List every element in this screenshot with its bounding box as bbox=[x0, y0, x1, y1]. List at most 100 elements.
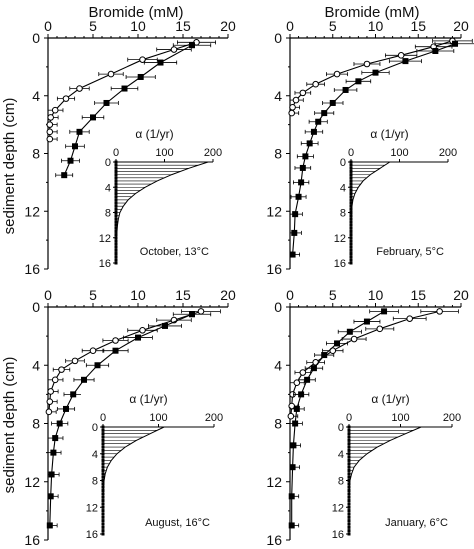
inset-y-tick-label: 4 bbox=[338, 449, 344, 461]
inset-point bbox=[349, 185, 353, 189]
inset-y-tick-label: 4 bbox=[105, 182, 111, 194]
y-tick-label: 16 bbox=[266, 261, 282, 277]
x-tick-label: 10 bbox=[368, 18, 384, 34]
inset-point bbox=[347, 462, 351, 466]
data-point-filled-square bbox=[52, 435, 59, 442]
data-point-open-circle bbox=[312, 80, 319, 88]
inset-point bbox=[114, 195, 118, 199]
inset-point bbox=[114, 179, 118, 183]
panel-caption: January, 6°C bbox=[385, 517, 448, 529]
inset-y-tick-label: 12 bbox=[86, 502, 98, 514]
data-point-filled-square bbox=[302, 153, 309, 160]
data-point-filled-square bbox=[363, 318, 370, 325]
data-point-filled-square bbox=[298, 391, 305, 398]
inset-point bbox=[349, 204, 353, 208]
inset-point bbox=[349, 163, 353, 167]
y-tick-label: 16 bbox=[24, 532, 40, 548]
inset-point bbox=[349, 160, 353, 164]
inset-point bbox=[114, 207, 118, 211]
data-point-filled-square bbox=[47, 493, 54, 500]
inset-point bbox=[349, 188, 353, 192]
data-point-open-circle bbox=[139, 56, 146, 63]
data-point-filled-square bbox=[292, 211, 299, 218]
inset-point bbox=[349, 195, 353, 199]
inset-point bbox=[347, 465, 351, 469]
data-point-filled-square bbox=[293, 405, 300, 412]
inset-point bbox=[347, 448, 351, 452]
data-point-open-circle bbox=[107, 70, 115, 78]
inset-point bbox=[101, 465, 105, 469]
inset-x-tick-label: 100 bbox=[149, 412, 167, 424]
y-tick-label: 4 bbox=[274, 357, 282, 373]
upper-y-axis-label: sediment depth (cm) bbox=[1, 98, 18, 235]
inset-y-tick-label: 12 bbox=[99, 233, 111, 245]
inset-point bbox=[101, 455, 105, 459]
y-tick-label: 4 bbox=[274, 88, 282, 104]
data-point-open-circle bbox=[71, 357, 79, 365]
y-tick-label: 0 bbox=[274, 30, 282, 46]
inset-point bbox=[101, 432, 105, 436]
data-point-filled-square bbox=[137, 73, 144, 80]
inset-point bbox=[347, 435, 351, 439]
x-tick-label: 20 bbox=[220, 18, 236, 34]
x-tick-label: 10 bbox=[130, 287, 146, 303]
data-point-filled-square bbox=[61, 172, 68, 179]
inset-point bbox=[347, 428, 351, 432]
y-tick-label: 8 bbox=[274, 146, 282, 162]
data-point-open-circle bbox=[376, 325, 384, 333]
data-point-open-circle bbox=[51, 376, 59, 384]
data-point-filled-square bbox=[90, 114, 96, 121]
x-tick-label: 20 bbox=[453, 287, 469, 303]
inset-point bbox=[101, 452, 105, 456]
data-point-filled-square bbox=[372, 69, 379, 76]
data-point-filled-square bbox=[189, 42, 195, 49]
x-tick-label: 20 bbox=[220, 287, 236, 303]
x-tick-label: 15 bbox=[175, 287, 191, 303]
inset-point bbox=[101, 482, 105, 486]
data-point-filled-square bbox=[289, 464, 296, 471]
inset-alpha-profile bbox=[350, 161, 391, 263]
data-point-filled-square bbox=[306, 140, 313, 147]
data-point-open-circle bbox=[46, 128, 54, 136]
inset-point bbox=[347, 442, 351, 446]
inset-point bbox=[349, 182, 353, 186]
inset-point bbox=[114, 169, 118, 173]
data-point-filled-square bbox=[304, 376, 311, 383]
inset-point bbox=[347, 452, 351, 456]
inset-x-axis-label: α (1/yr) bbox=[370, 127, 408, 141]
inset-point bbox=[347, 445, 351, 449]
data-point-open-circle bbox=[397, 52, 405, 59]
inset-point bbox=[347, 458, 351, 462]
data-point-open-circle bbox=[292, 96, 300, 104]
inset-y-tick-label: 8 bbox=[105, 208, 111, 220]
inset-point bbox=[114, 160, 118, 164]
inset-point bbox=[349, 192, 353, 196]
inset-alpha-profile bbox=[102, 426, 165, 534]
data-point-filled-square bbox=[402, 58, 409, 65]
x-tick-label: 5 bbox=[329, 287, 337, 303]
x-tick-label: 0 bbox=[286, 287, 294, 303]
x-tick-label: 10 bbox=[130, 18, 146, 34]
inset-point bbox=[101, 442, 105, 446]
inset-point bbox=[101, 472, 105, 476]
data-point-filled-square bbox=[315, 118, 322, 125]
inset-point bbox=[114, 176, 118, 180]
inset-point bbox=[114, 211, 118, 214]
data-point-open-circle bbox=[299, 89, 307, 97]
data-point-open-circle bbox=[350, 335, 358, 343]
inset-y-tick-label: 4 bbox=[340, 182, 346, 194]
top-left-x-axis-label: Bromide (mM) bbox=[88, 4, 183, 21]
x-tick-label: 0 bbox=[44, 287, 52, 303]
inset-x-tick-label: 0 bbox=[100, 412, 106, 424]
data-point-filled-square bbox=[67, 157, 74, 164]
series-line-filled bbox=[49, 313, 193, 526]
data-point-filled-square bbox=[157, 59, 164, 66]
inset-x-tick-label: 100 bbox=[390, 147, 408, 159]
data-point-open-circle bbox=[46, 398, 54, 405]
inset-point bbox=[101, 462, 105, 466]
data-point-open-circle bbox=[197, 308, 205, 315]
inset-point bbox=[347, 475, 351, 479]
y-tick-label: 8 bbox=[32, 146, 40, 162]
